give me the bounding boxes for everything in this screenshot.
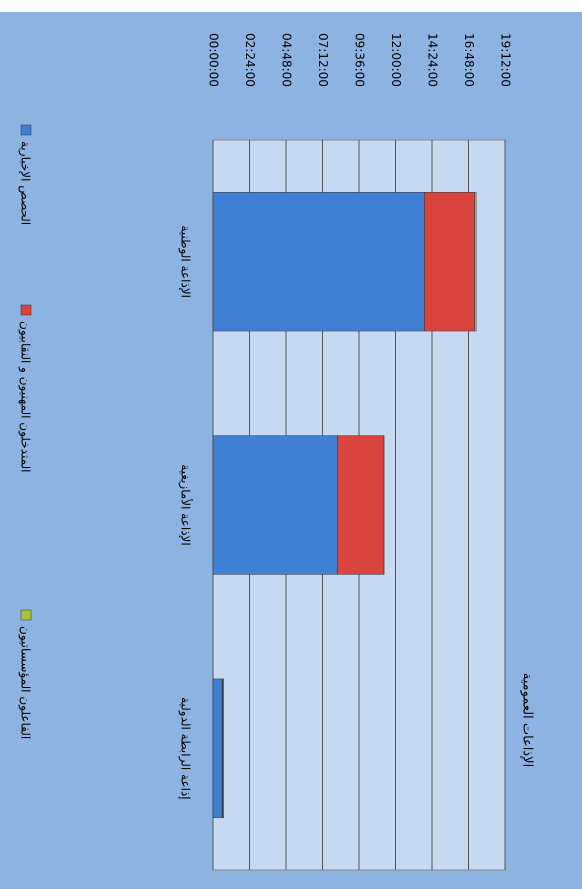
y-tick-label: 07:12:00	[316, 33, 330, 87]
legend-label: المتدخلون المهنيون و النقابيون	[18, 321, 33, 473]
bar-segment	[337, 435, 384, 575]
y-tick-label: 14:24:00	[426, 33, 440, 87]
legend-label: الفاعلون المؤسساتيون	[18, 626, 33, 739]
bar-segment	[222, 678, 224, 818]
y-tick-label: 19:12:00	[499, 33, 513, 87]
bar-segment	[424, 192, 475, 332]
chart-title: الإذاعات العمومية	[520, 673, 535, 767]
legend-marker	[20, 124, 32, 136]
legend-marker	[20, 304, 32, 316]
bar-segment	[212, 435, 338, 575]
bar-segment	[474, 192, 477, 332]
legend-marker	[20, 609, 32, 621]
y-tick-label: 09:36:00	[353, 33, 367, 87]
bar-segment	[383, 435, 385, 575]
x-tick-label: الإذاعة الوطنية	[178, 225, 193, 298]
y-tick-label: 12:00:00	[389, 33, 403, 87]
bar-segment	[212, 192, 425, 332]
x-tick-label: الإذاعة الأمازيغية	[178, 464, 194, 546]
legend-label: الحصص الإخبارية	[18, 141, 33, 225]
y-tick-label: 00:00:00	[207, 33, 221, 87]
bar-segment	[212, 678, 223, 818]
y-tick-label: 04:48:00	[280, 33, 294, 87]
x-tick-label: إذاعة الرابطة الدولية	[178, 697, 193, 800]
top-strip	[0, 0, 582, 12]
y-tick-label: 02:24:00	[243, 33, 257, 87]
rotated-chart: الإذاعات العمومية 00:00:00 02:24:00 04:48:…	[18, 33, 535, 871]
y-tick-label: 16:48:00	[462, 33, 476, 87]
